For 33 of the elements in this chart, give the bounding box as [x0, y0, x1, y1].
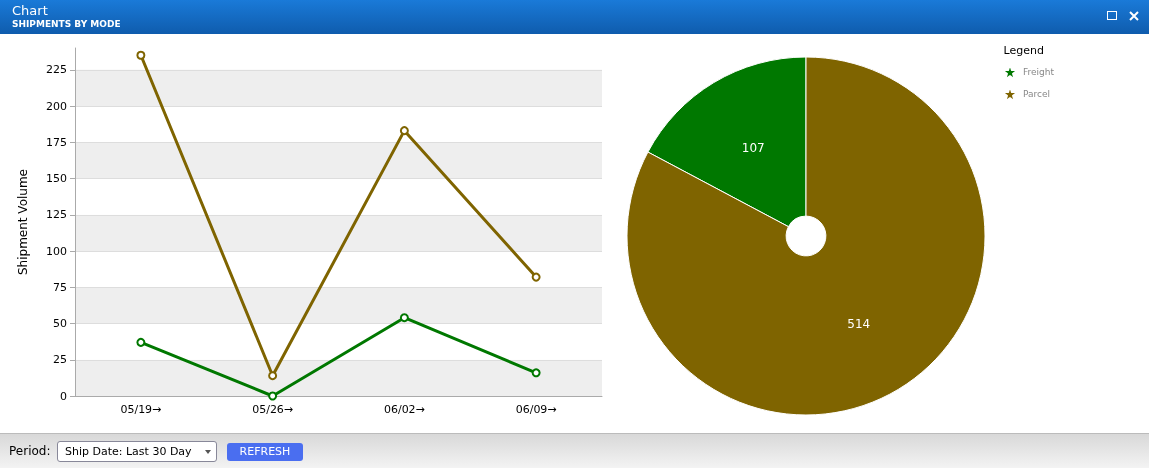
data-label: 514 — [847, 316, 871, 331]
text: Period: — [9, 444, 51, 458]
chart-title: Chart — [12, 3, 48, 18]
point — [531, 272, 541, 282]
point — [136, 50, 146, 60]
legend-title: Legend — [1003, 44, 1045, 57]
point — [531, 368, 541, 378]
x-tick-label: 05/26→ — [252, 403, 294, 416]
point — [399, 126, 409, 136]
y-tick-label: 150 — [46, 172, 67, 185]
x-tick-label: 05/19→ — [120, 403, 162, 416]
data-label: 107 — [741, 141, 765, 156]
point — [399, 313, 409, 323]
x-tick-label: 06/02→ — [383, 403, 425, 416]
y-tick-label: 0 — [60, 389, 67, 403]
y-tick-label: 25 — [53, 353, 67, 367]
legend-label: Freight — [1022, 67, 1055, 77]
y-tick-label: 50 — [53, 317, 67, 330]
point — [268, 371, 278, 381]
y-tick-label: 75 — [53, 280, 67, 294]
chart-subtitle: SHIPMENTS BY MODE — [12, 19, 121, 29]
y-tick-label: 225 — [46, 63, 67, 77]
y-tick-label: 175 — [46, 135, 67, 149]
point — [268, 391, 278, 401]
y-tick-label: 200 — [46, 99, 67, 113]
y-tick-label: 125 — [46, 208, 67, 222]
legend-label: Parcel — [1022, 89, 1051, 99]
y-tick-label: 100 — [46, 244, 67, 258]
period-select: Ship Date: Last 30 Day — [57, 441, 217, 462]
y-axis-title: Shipment Volume — [16, 168, 30, 276]
refresh-button: REFRESH — [227, 443, 303, 461]
point — [136, 337, 146, 347]
x-tick-label: 06/09→ — [515, 403, 557, 416]
